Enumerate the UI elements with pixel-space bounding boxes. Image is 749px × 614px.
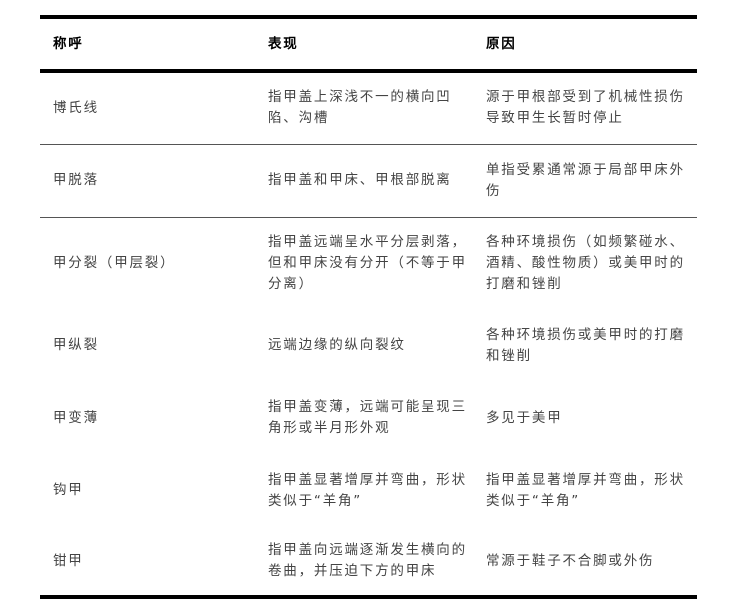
symptom-text: 指甲盖显著增厚并弯曲，形状类似于“羊角” [268, 471, 467, 509]
cell-symptom: 指甲盖和甲床、甲根部脱离 [255, 144, 473, 218]
cause-text: 各种环境损伤（如频繁碰水、酒精、酸性物质）或美甲时的打磨和锉削 [486, 233, 685, 292]
cell-cause: 多见于美甲 [473, 382, 697, 454]
cell-name: 博氏线 [40, 71, 255, 145]
table-row: 博氏线 指甲盖上深浅不一的横向凹陷、沟槽 源于甲根部受到了机械性损伤导致甲生长暂时停… [40, 71, 697, 145]
symptom-text: 指甲盖向远端逐渐发生横向的卷曲，并压迫下方的甲床 [268, 542, 467, 579]
name-text: 钩甲 [53, 482, 84, 498]
cell-cause: 各种环境损伤或美甲时的打磨和锉削 [473, 309, 697, 382]
table-row: 钩甲 指甲盖显著增厚并弯曲，形状类似于“羊角” 指甲盖显著增厚并弯曲，形状类似于“羊… [40, 454, 697, 527]
cell-name: 钳甲 [40, 527, 255, 597]
table-row: 甲变薄 指甲盖变薄，远端可能呈现三角形或半月形外观 多见于美甲 [40, 382, 697, 454]
cell-cause: 常源于鞋子不合脚或外伤 [473, 527, 697, 597]
cell-name: 甲变薄 [40, 382, 255, 454]
cell-name: 钩甲 [40, 454, 255, 527]
cell-symptom: 指甲盖变薄，远端可能呈现三角形或半月形外观 [255, 382, 473, 454]
cause-text: 各种环境损伤或美甲时的打磨和锉削 [486, 326, 685, 364]
header-row: 称呼 表现 原因 [40, 17, 697, 73]
cause-text: 源于甲根部受到了机械性损伤导致甲生长暂时停止 [486, 89, 685, 127]
cell-name: 甲纵裂 [40, 309, 255, 382]
table-row: 钳甲 指甲盖向远端逐渐发生横向的卷曲，并压迫下方的甲床 常源于鞋子不合脚或外伤 [40, 527, 697, 597]
symptom-text: 指甲盖变薄，远端可能呈现三角形或半月形外观 [268, 399, 467, 436]
cell-symptom: 指甲盖向远端逐渐发生横向的卷曲，并压迫下方的甲床 [255, 527, 473, 597]
cell-symptom: 远端边缘的纵向裂纹 [255, 309, 473, 382]
table-row: 甲纵裂 远端边缘的纵向裂纹 各种环境损伤或美甲时的打磨和锉削 [40, 309, 697, 382]
cell-name: 甲分裂（甲层裂） [40, 217, 255, 309]
header-symptom: 表现 [255, 17, 473, 73]
cause-text: 常源于鞋子不合脚或外伤 [486, 552, 655, 569]
cell-cause: 各种环境损伤（如频繁碰水、酒精、酸性物质）或美甲时的打磨和锉削 [473, 217, 697, 309]
name-text: 甲纵裂 [53, 337, 99, 353]
cell-cause: 源于甲根部受到了机械性损伤导致甲生长暂时停止 [473, 71, 697, 145]
table-row: 甲脱落 指甲盖和甲床、甲根部脱离 单指受累通常源于局部甲床外伤 [40, 144, 697, 218]
cell-cause: 指甲盖显著增厚并弯曲，形状类似于“羊角” [473, 454, 697, 527]
symptom-text: 远端边缘的纵向裂纹 [268, 337, 406, 353]
cause-text: 单指受累通常源于局部甲床外伤 [486, 161, 685, 199]
table-row: 甲分裂（甲层裂） 指甲盖远端呈水平分层剥落，但和甲床没有分开（不等于甲分离） 各种环… [40, 217, 697, 309]
symptom-text: 指甲盖上深浅不一的横向凹陷、沟槽 [268, 89, 452, 127]
name-text: 甲脱落 [53, 172, 99, 188]
symptom-text: 指甲盖远端呈水平分层剥落，但和甲床没有分开（不等于甲分离） [268, 233, 467, 292]
cell-name: 甲脱落 [40, 144, 255, 218]
cause-text: 多见于美甲 [486, 409, 563, 426]
header-cause: 原因 [473, 17, 697, 73]
name-text: 博氏线 [53, 99, 99, 116]
nail-conditions-table: 称呼 表现 原因 博氏线 指甲盖上深浅不一的横向凹陷、沟槽 源于甲根部受到了机械性损… [40, 15, 697, 599]
header-name: 称呼 [40, 17, 255, 73]
cell-symptom: 指甲盖远端呈水平分层剥落，但和甲床没有分开（不等于甲分离） [255, 217, 473, 309]
symptom-text: 指甲盖和甲床、甲根部脱离 [268, 172, 452, 188]
name-text: 甲变薄 [53, 409, 99, 426]
name-text: 甲分裂（甲层裂） [53, 254, 176, 271]
cell-symptom: 指甲盖上深浅不一的横向凹陷、沟槽 [255, 71, 473, 145]
cause-text: 指甲盖显著增厚并弯曲，形状类似于“羊角” [486, 471, 685, 509]
cell-cause: 单指受累通常源于局部甲床外伤 [473, 144, 697, 218]
cell-symptom: 指甲盖显著增厚并弯曲，形状类似于“羊角” [255, 454, 473, 527]
name-text: 钳甲 [53, 552, 84, 569]
